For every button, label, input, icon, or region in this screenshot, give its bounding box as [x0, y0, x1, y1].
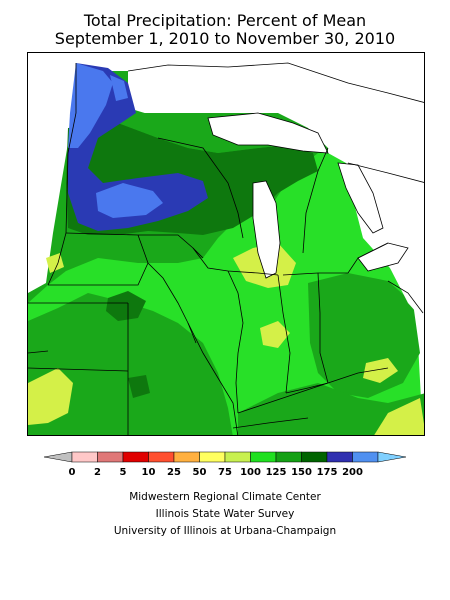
legend-swatch: [250, 451, 277, 463]
zone-50-75-d: [363, 358, 398, 383]
legend-swatch: [173, 451, 200, 463]
legend-swatch: [352, 451, 379, 463]
lake-superior: [208, 113, 328, 153]
legend-swatch: [97, 451, 124, 463]
zone-175-200-c: [110, 75, 128, 101]
zone-50-75-c: [260, 321, 290, 348]
precipitation-map: [27, 52, 425, 436]
legend-label: 100: [240, 467, 261, 478]
legend-label: 2: [94, 467, 101, 478]
legend-swatch: [199, 451, 226, 463]
legend-label: 25: [167, 467, 181, 478]
zone-125-150-b: [128, 375, 150, 398]
legend-label: 150: [291, 467, 312, 478]
map-date-range: September 1, 2010 to November 30, 2010: [54, 29, 396, 48]
lake-outlines: [127, 62, 424, 279]
zone-100-125-se: [238, 383, 424, 435]
legend-swatch: [224, 451, 251, 463]
legend-swatch: [148, 451, 175, 463]
zone-50-75-a: [28, 368, 73, 425]
zone-100-125-sw: [28, 293, 233, 435]
zone-50-75-e: [374, 398, 424, 435]
legend-label: 50: [193, 467, 207, 478]
legend-label: 5: [120, 467, 127, 478]
legend-swatch: [122, 451, 149, 463]
east-edge-white: [358, 183, 424, 321]
legend-swatch: [326, 451, 353, 463]
legend-label: 200: [342, 467, 363, 478]
legend-label: 175: [317, 467, 338, 478]
map-title: Total Precipitation: Percent of Mean: [83, 11, 367, 30]
color-legend: 0 2 5 10 25 50 75 100 125 150 175 200: [0, 446, 450, 486]
legend-arrow-low: [43, 451, 73, 463]
credit-line-2: Illinois State Water Survey: [155, 508, 295, 520]
legend-swatch: [301, 451, 328, 463]
zone-125-150-a: [106, 291, 146, 321]
credit-line-3: University of Illinois at Urbana-Champai…: [113, 525, 337, 537]
canada-area: [128, 53, 424, 212]
legend-label: 10: [142, 467, 156, 478]
state-borders: [28, 63, 424, 435]
legend-label: 0: [69, 467, 76, 478]
legend-swatch: [275, 451, 302, 463]
legend-label: 125: [266, 467, 287, 478]
legend-arrow-high: [377, 451, 407, 463]
zone-175-200-a: [68, 63, 113, 148]
zone-175-200-b: [96, 183, 163, 218]
credit-line-1: Midwestern Regional Climate Center: [129, 491, 321, 503]
lake-michigan: [253, 181, 280, 278]
legend-swatch: [71, 451, 98, 463]
legend-label: 75: [218, 467, 232, 478]
